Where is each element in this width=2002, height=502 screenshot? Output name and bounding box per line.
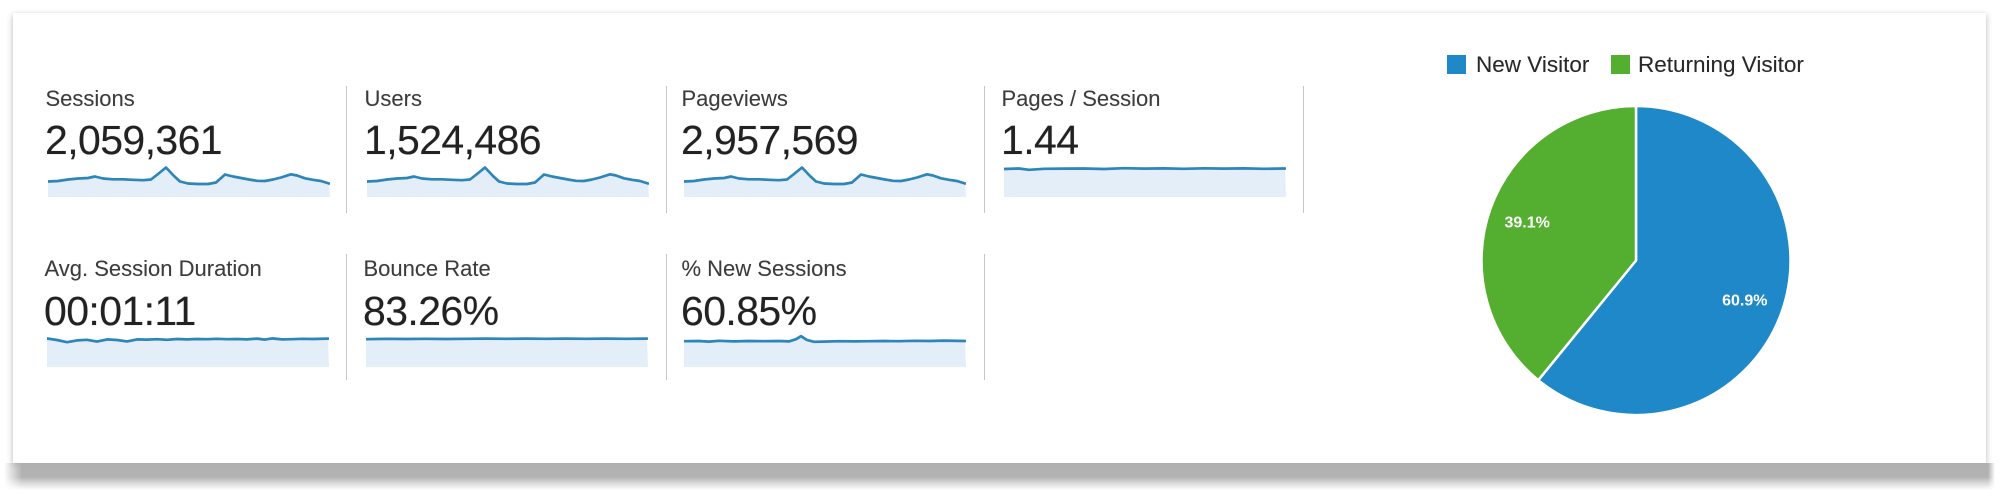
svg-text:60.9%: 60.9% [1722,292,1767,309]
svg-text:39.1%: 39.1% [1505,215,1550,232]
